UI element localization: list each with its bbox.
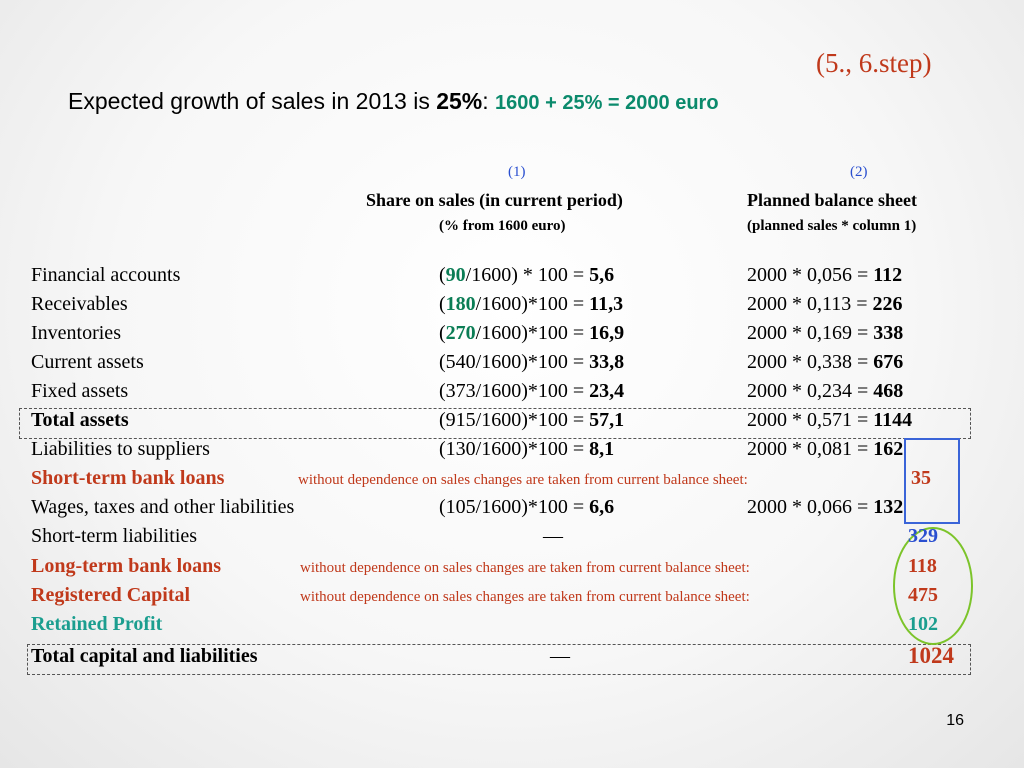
row-value: 1024 xyxy=(908,643,954,668)
table-row-liabilities-to-suppliers: Liabilities to suppliers (130/1600)*100 … xyxy=(0,438,1024,467)
column-2-number: (2) xyxy=(850,164,868,180)
share-formula: (373/1600)*100 = 23,4 xyxy=(439,380,625,402)
planned-formula: 2000 * 0,056 = 112 xyxy=(747,264,903,286)
share-formula: (90/1600) * 100 = 5,6 xyxy=(439,264,615,286)
row-label: Total assets xyxy=(31,409,129,431)
row-label: Receivables xyxy=(31,293,128,315)
row-label: Wages, taxes and other liabilities xyxy=(31,496,295,518)
column-1-subtitle: (% from 1600 euro) xyxy=(439,218,566,234)
row-label: Inventories xyxy=(31,322,121,344)
headline: Expected growth of sales in 2013 is 25%:… xyxy=(68,88,719,115)
share-formula: (180/1600)*100 = 11,3 xyxy=(439,293,624,315)
row-label: Long-term bank loans xyxy=(31,555,222,577)
growth-calculation: 1600 + 25% = 2000 euro xyxy=(495,92,719,114)
planned-formula: 2000 * 0,081 = 162 xyxy=(747,438,904,460)
row-dash: — xyxy=(543,525,563,547)
row-label: Fixed assets xyxy=(31,380,129,402)
row-value: 475 xyxy=(908,584,938,606)
liabilities-highlight-ellipse xyxy=(893,527,973,645)
planned-formula: 2000 * 0,169 = 338 xyxy=(747,322,904,344)
table-row-wages-taxes: Wages, taxes and other liabilities (105/… xyxy=(0,496,1024,525)
column-2-title: Planned balance sheet xyxy=(747,190,918,210)
planned-formula: 2000 * 0,066 = 132 xyxy=(747,496,904,518)
row-label: Financial accounts xyxy=(31,264,181,286)
headline-text: Expected growth of sales in 2013 is xyxy=(68,88,437,114)
share-formula: (540/1600)*100 = 33,8 xyxy=(439,351,625,373)
share-formula: (270/1600)*100 = 16,9 xyxy=(439,322,625,344)
column-1-number: (1) xyxy=(508,164,526,180)
row-label: Liabilities to suppliers xyxy=(31,438,210,460)
planned-formula: 2000 * 0,338 = 676 xyxy=(747,351,904,373)
growth-percent: 25% xyxy=(436,88,483,114)
row-label: Current assets xyxy=(31,351,144,373)
planned-formula: 2000 * 0,571 = 1144 xyxy=(747,409,913,431)
table-row-current-assets: Current assets (540/1600)*100 = 33,8 200… xyxy=(0,351,1024,380)
table-row-total-assets: Total assets (915/1600)*100 = 57,1 2000 … xyxy=(0,409,1024,438)
share-formula: (130/1600)*100 = 8,1 xyxy=(439,438,615,460)
table-row-long-term-bank-loans: Long-term bank loans without dependence … xyxy=(0,555,1024,584)
row-label: Total capital and liabilities xyxy=(31,645,258,667)
row-note: without dependence on sales changes are … xyxy=(300,589,750,605)
column-2-subtitle: (planned sales * column 1) xyxy=(747,218,917,234)
table-row-inventories: Inventories (270/1600)*100 = 16,9 2000 *… xyxy=(0,322,1024,351)
row-label: Retained Profit xyxy=(31,613,163,635)
step-label: (5., 6.step) xyxy=(816,48,932,78)
row-value: 102 xyxy=(908,613,938,635)
page-number: 16 xyxy=(946,712,964,729)
table-row-receivables: Receivables (180/1600)*100 = 11,3 2000 *… xyxy=(0,293,1024,322)
planned-formula: 2000 * 0,113 = 226 xyxy=(747,293,903,315)
row-label: Short-term liabilities xyxy=(31,525,198,547)
row-dash: — xyxy=(550,645,570,667)
liabilities-highlight-box xyxy=(904,438,960,524)
table-row-retained-profit: Retained Profit 102 xyxy=(0,613,1024,642)
total-capital-highlight xyxy=(27,644,971,675)
table-row-financial-accounts: Financial accounts (90/1600) * 100 = 5,6… xyxy=(0,264,1024,293)
headline-colon: : xyxy=(482,88,496,114)
row-value: 118 xyxy=(908,555,937,577)
table-row-short-term-liabilities: Short-term liabilities — 329 xyxy=(0,525,1024,554)
row-note: without dependence on sales changes are … xyxy=(300,560,750,576)
row-note: without dependence on sales changes are … xyxy=(298,472,748,488)
row-label: Registered Capital xyxy=(31,584,191,606)
table-row-registered-capital: Registered Capital without dependence on… xyxy=(0,584,1024,613)
table-row-short-term-bank-loans: Short-term bank loans without dependence… xyxy=(0,467,1024,496)
share-formula: (105/1600)*100 = 6,6 xyxy=(439,496,615,518)
row-value: 35 xyxy=(911,467,931,489)
row-value: 329 xyxy=(908,525,938,547)
total-assets-highlight xyxy=(19,408,971,439)
share-formula: (915/1600)*100 = 57,1 xyxy=(439,409,625,431)
planned-formula: 2000 * 0,234 = 468 xyxy=(747,380,904,402)
column-1-title: Share on sales (in current period) xyxy=(366,190,623,210)
table-row-total-capital-and-liabilities: Total capital and liabilities — 1024 xyxy=(0,643,1024,674)
table-row-fixed-assets: Fixed assets (373/1600)*100 = 23,4 2000 … xyxy=(0,380,1024,409)
row-label: Short-term bank loans xyxy=(31,467,225,489)
